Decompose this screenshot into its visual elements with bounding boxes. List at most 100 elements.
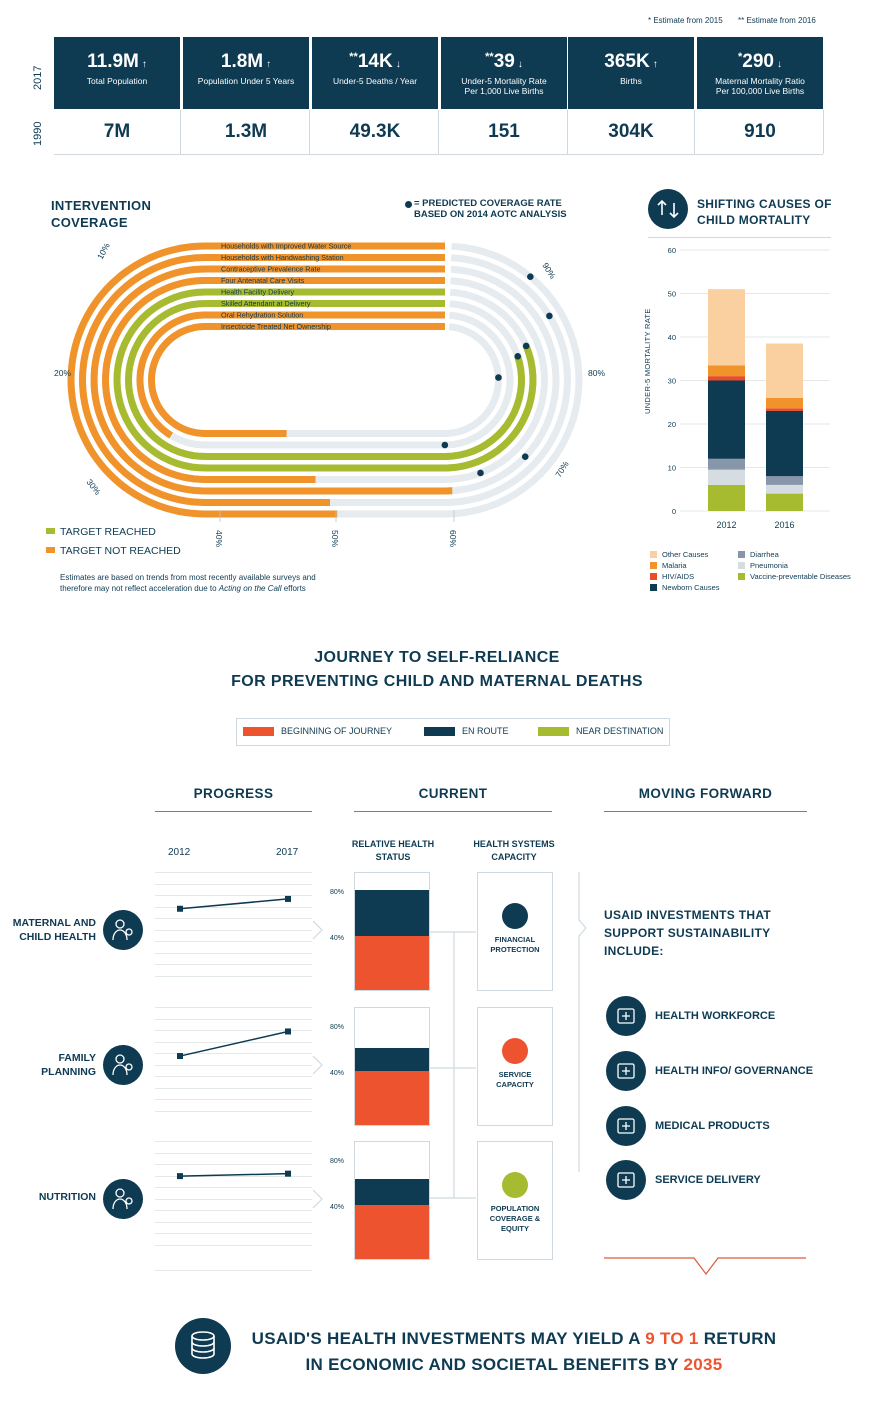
year-start-label: 2012 [168, 847, 191, 858]
progress-gridline [155, 952, 312, 954]
trend-up-icon: ↑ [266, 59, 272, 70]
footer-line1a: USAID'S HEALTH INVESTMENTS MAY YIELD A [251, 1329, 641, 1348]
coins-icon [175, 1318, 231, 1374]
progress-gridline [155, 1175, 312, 1177]
progress-bottom-line [155, 1270, 312, 1271]
journey-title: JOURNEY TO SELF-RELIANCE FOR PREVENTING … [0, 646, 874, 694]
note-line1: Estimates are based on trends from most … [60, 573, 316, 582]
ambulance-icon [606, 1160, 646, 1200]
stat-cell-5: *290 ↓ Maternal Mortality Ratio Per 100,000… [697, 37, 823, 109]
causes-bar-segment [766, 493, 803, 511]
status-tick-80: 80% [330, 1158, 345, 1165]
journey-legend-swatch [538, 727, 569, 736]
progress-gridline [155, 1076, 312, 1077]
capacity-label-line: POPULATION [490, 1204, 540, 1213]
stat-1990-value: 910 [697, 110, 824, 154]
hospital-building-icon [606, 1051, 646, 1091]
causes-legend-swatch [738, 551, 745, 558]
status-bar-beginning [355, 936, 429, 990]
progress-point-start [177, 1053, 183, 1060]
coverage-tick-label: 50% [330, 530, 340, 547]
progress-gridline [155, 906, 312, 908]
progress-gridline [155, 1053, 312, 1054]
predicted-coverage-dot [477, 469, 484, 477]
progress-gridline [155, 1110, 312, 1112]
stat-value: **39 ↓ [441, 51, 567, 73]
predicted-coverage-dot [495, 374, 502, 381]
track-coverage-bar [78, 254, 445, 506]
journey-legend [236, 718, 670, 746]
capacity-label-line: FINANCIAL [494, 935, 536, 944]
progress-gridline [155, 1099, 312, 1100]
legend-not-reached-swatch [46, 547, 55, 553]
progress-gridline [155, 1041, 312, 1043]
predicted-coverage-dot [441, 441, 449, 449]
coverage-tick-label: 40% [214, 530, 224, 547]
progress-gridline [155, 941, 312, 942]
footer-line1: USAID'S HEALTH INVESTMENTS MAY YIELD A 9… [244, 1326, 784, 1352]
progress-line [179, 898, 289, 910]
stat-value-text: 290 [742, 51, 774, 72]
progress-line [179, 1030, 289, 1057]
stat-cell-4: 365K ↑ Births [568, 37, 694, 109]
stat-value-text: 14K [357, 51, 393, 72]
capacity-label: SERVICE CAPACITY [478, 1070, 552, 1090]
stat-label: Population Under 5 Years [197, 76, 295, 86]
causes-bar-segment [766, 410, 803, 477]
wheat-apple-icon [103, 1179, 143, 1219]
trend-up-icon: ↑ [652, 59, 658, 70]
progress-gridline [155, 1233, 312, 1234]
causes-bar-segment [766, 408, 803, 411]
intervention-title-line1: INTERVENTION [51, 198, 152, 213]
track-label: Skilled Attendant at Delivery [221, 299, 311, 308]
stat-1990-value: 304K [568, 110, 695, 154]
progress-gridline [155, 1087, 312, 1089]
track-label: Households with Improved Water Source [221, 242, 351, 251]
capacity-label-line: COVERAGE & [489, 1214, 541, 1223]
investments-title-line2: SUPPORT SUSTAINABILITY [604, 926, 771, 940]
causes-legend-swatch [650, 562, 657, 569]
row-label-line1: MATERNAL AND [12, 917, 96, 929]
progress-line [179, 1172, 289, 1177]
stat-value: *290 ↓ [697, 51, 823, 73]
row-chevron [312, 1055, 323, 1075]
progress-gridline [155, 1141, 312, 1142]
causes-ytick: 30 [668, 377, 676, 386]
forward-rule [604, 811, 807, 812]
status-tick-80: 80% [330, 1024, 345, 1031]
causes-legend-label: Malaria [662, 561, 687, 570]
footer-line1c: RETURN [703, 1329, 777, 1348]
progress-gridline [155, 883, 312, 885]
systems-capacity-box: SERVICE CAPACITY [477, 1007, 553, 1126]
footnote-2015: * Estimate from 2015 [648, 16, 723, 25]
progress-gridline [155, 1018, 312, 1020]
predicted-coverage-dot [514, 352, 522, 360]
arrows-icon [648, 189, 688, 229]
trend-down-icon: ↓ [395, 59, 401, 70]
progress-trend-chart [177, 1028, 291, 1060]
journey-legend-label: NEAR DESTINATION [576, 726, 664, 736]
investment-label: HEALTH INFO/ GOVERNANCE [655, 1065, 814, 1077]
progress-gridline [155, 1198, 312, 1200]
track-coverage-bar [90, 265, 453, 495]
coverage-track-chart: Households with Improved Water Source Hou… [54, 241, 605, 548]
status-bar-beginning [355, 1205, 429, 1259]
causes-bar-segment [766, 343, 803, 398]
investment-label: SERVICE DELIVERY [655, 1174, 761, 1186]
intervention-title: INTERVENTION COVERAGE [51, 197, 151, 231]
coverage-tick-label: 70% [553, 459, 571, 479]
progress-gridline [155, 1187, 312, 1188]
year-end-label: 2017 [276, 847, 299, 858]
stat-value: 365K ↑ [568, 51, 694, 73]
footer-ratio: 9 TO 1 [645, 1329, 699, 1348]
investments-title-line1: USAID INVESTMENTS THAT [604, 908, 772, 922]
systems-capacity-header: HEALTH SYSTEMS CAPACITY [473, 839, 555, 862]
progress-gridline [155, 1210, 312, 1211]
stat-1990-value: 7M [54, 110, 181, 154]
relative-status-box [354, 1141, 430, 1260]
forward-bracket [578, 872, 806, 1275]
progress-gridline [155, 1064, 312, 1066]
note-italic: Acting on the Call [218, 584, 282, 593]
causes-bar-segment [708, 484, 745, 511]
predicted-coverage-dot [527, 273, 534, 281]
